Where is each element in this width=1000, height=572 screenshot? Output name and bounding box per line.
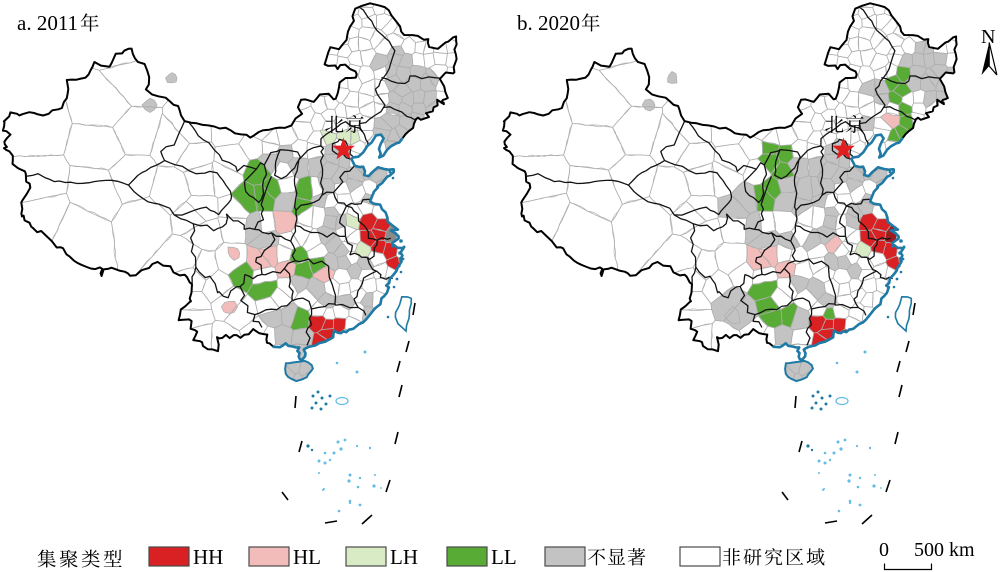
svg-text:0: 0	[879, 539, 889, 561]
svg-text:b. 2020: b. 2020	[517, 11, 580, 35]
svg-text:HH: HH	[193, 545, 223, 569]
svg-text:LH: LH	[390, 545, 418, 569]
svg-text:500 km: 500 km	[914, 539, 975, 561]
svg-text:LL: LL	[491, 545, 517, 569]
svg-text:a. 2011: a. 2011	[17, 11, 78, 35]
svg-text:N: N	[981, 26, 995, 48]
svg-text:HL: HL	[293, 545, 321, 569]
